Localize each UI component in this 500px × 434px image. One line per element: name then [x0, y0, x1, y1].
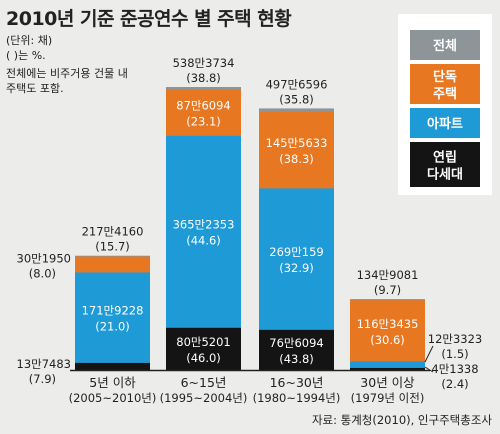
label-detached-pct-1: (23.1)	[186, 115, 221, 129]
legend-rowhouse-label-2: 다세대	[427, 167, 463, 183]
legend-total-swatch	[410, 30, 480, 60]
bar-apartment-1	[166, 135, 241, 328]
label-total-pct-1: (38.8)	[186, 71, 221, 85]
category-label-1: 6~15년	[181, 375, 227, 390]
label-detached-0: 30만1950	[17, 252, 71, 266]
label-apartment-pct-1: (44.6)	[186, 234, 221, 248]
category-label-3: 30년 이상	[360, 375, 415, 390]
bar-detached-2	[259, 111, 334, 189]
total-note-line2: 주택도 포함.	[6, 82, 64, 95]
category-sublabel-3: (1979년 이전)	[351, 391, 425, 405]
bar-detached-1	[166, 89, 241, 136]
bar-rowhouse-3	[350, 367, 425, 370]
legend-apartment-label: 아파트	[427, 116, 463, 132]
leader-apartment-3	[424, 345, 434, 363]
source-note: 자료: 통계청(2010), 인구주택총조사	[311, 413, 492, 427]
category-sublabel-1: (1995~2004년)	[160, 391, 248, 405]
category-label-0: 5년 이하	[89, 375, 136, 390]
label-total-1: 538만3734	[173, 56, 235, 70]
legend-detached-label-1: 단독	[433, 69, 457, 85]
label-rowhouse-pct-3: (2.4)	[441, 377, 468, 391]
bar-apartment-3	[350, 361, 425, 368]
label-total-pct-2: (35.8)	[279, 92, 314, 106]
category-sublabel-0: (2005~2010년)	[69, 391, 157, 405]
label-total-pct-3: (9.7)	[374, 283, 401, 297]
label-detached-2: 145만5633	[266, 136, 328, 150]
label-total-0: 217만4160	[82, 225, 144, 239]
bar-rowhouse-0	[75, 362, 150, 370]
bar-detached-0	[75, 256, 150, 273]
percent-note: ( )는 %.	[6, 49, 46, 62]
bar-rowhouse-1	[166, 327, 241, 370]
legend-detached-swatch	[410, 64, 480, 104]
label-rowhouse-pct-0: (7.9)	[29, 372, 56, 386]
label-total-pct-0: (15.7)	[95, 240, 130, 254]
category-label-2: 16~30년	[270, 375, 324, 390]
label-apartment-3: 12만3323	[428, 332, 482, 346]
label-total-2: 497만6596	[266, 77, 328, 91]
total-note-line1: 전체에는 비주거용 건물 내	[6, 67, 128, 80]
unit-note: (단위: 채)	[6, 34, 53, 47]
bar-apartment-2	[259, 188, 334, 330]
legend-apartment-swatch	[410, 108, 480, 138]
chart-title: 2010년 기준 준공연수 별 주택 현황	[6, 8, 292, 30]
label-apartment-pct-2: (32.9)	[279, 261, 314, 275]
label-detached-1: 87만6094	[176, 99, 230, 113]
label-detached-pct-2: (38.3)	[279, 152, 314, 166]
label-detached-pct-0: (8.0)	[29, 267, 56, 281]
legend-total-label: 전체	[433, 38, 457, 54]
label-apartment-pct-0: (21.0)	[95, 320, 130, 334]
legend-detached-label-2: 주택	[433, 86, 457, 102]
label-apartment-1: 365만2353	[173, 218, 235, 232]
legend-rowhouse-label-1: 연립	[433, 151, 457, 166]
leader-rowhouse-3	[424, 366, 434, 373]
bar-rowhouse-2	[259, 329, 334, 370]
bar-detached-3	[350, 300, 425, 362]
label-apartment-0: 171만9228	[82, 304, 144, 318]
label-rowhouse-3: 4만1338	[431, 362, 478, 376]
label-rowhouse-2: 76만6094	[269, 336, 323, 350]
label-rowhouse-pct-1: (46.0)	[186, 351, 221, 365]
label-rowhouse-0: 13만7483	[17, 357, 71, 371]
bar-apartment-0	[75, 272, 150, 363]
label-rowhouse-1: 80만5201	[176, 335, 230, 349]
legend-rowhouse-swatch	[410, 142, 480, 187]
label-total-3: 134만9081	[357, 268, 419, 282]
label-detached-pct-3: (30.6)	[370, 333, 405, 347]
category-sublabel-2: (1980~1994년)	[253, 391, 341, 405]
label-rowhouse-pct-2: (43.8)	[279, 352, 314, 366]
label-detached-3: 116만3435	[357, 317, 419, 331]
label-apartment-2: 269만159	[269, 245, 323, 259]
label-apartment-pct-3: (1.5)	[441, 347, 468, 361]
